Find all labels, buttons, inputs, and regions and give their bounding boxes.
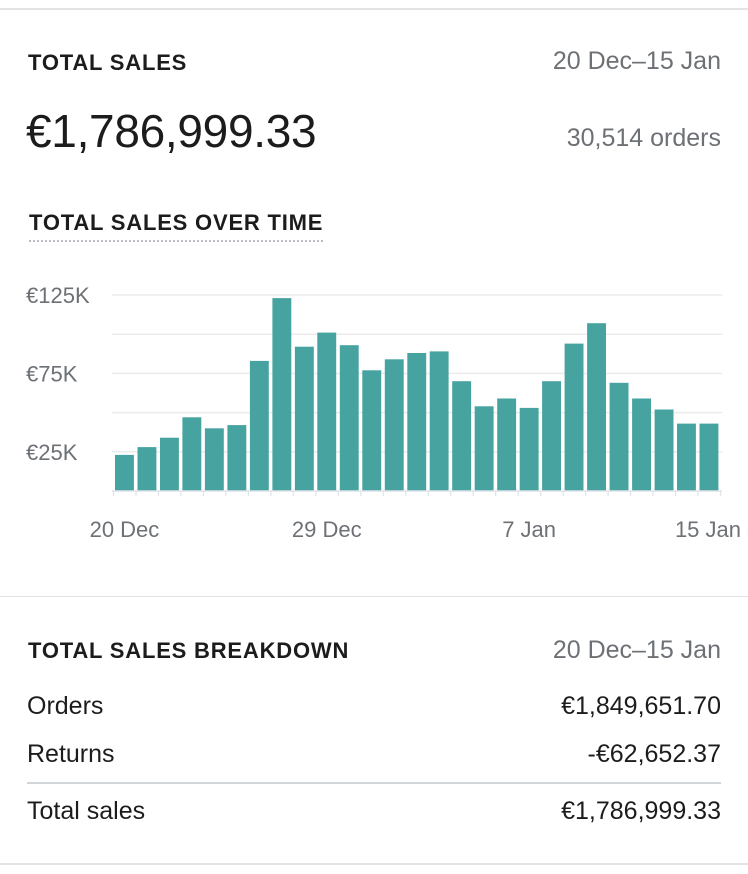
bar-24-dec[interactable] [204, 428, 224, 491]
breakdown-heading: TOTAL SALES BREAKDOWN [28, 638, 350, 663]
bar-3-jan[interactable] [429, 351, 449, 491]
breakdown-date-range: 20 Dec–15 Jan [552, 636, 721, 664]
breakdown-total-value: €1,786,999.33 [561, 797, 721, 825]
bar-21-dec[interactable] [137, 447, 157, 491]
bar-1-jan[interactable] [384, 359, 404, 491]
chart-labels: €25K €75K €125K 20 Dec 29 Dec 7 Jan 15 Jan [26, 283, 741, 542]
bar-5-jan[interactable] [474, 406, 494, 491]
bar-4-jan[interactable] [452, 381, 472, 491]
bar-8-jan[interactable] [542, 381, 561, 491]
bar-20-dec[interactable] [115, 454, 134, 491]
breakdown-returns-value: -€62,652.37 [587, 740, 721, 768]
chart-axis [112, 490, 722, 496]
bar-22-dec[interactable] [160, 437, 179, 491]
bar-15-jan[interactable] [699, 423, 719, 491]
bar-11-jan[interactable] [609, 382, 629, 491]
bar-6-jan[interactable] [497, 398, 517, 492]
x-tick-label: 15 Jan [675, 517, 741, 542]
bar-23-dec[interactable] [182, 417, 202, 491]
bar-13-jan[interactable] [654, 409, 674, 492]
total-sales-heading: TOTAL SALES [28, 50, 188, 75]
y-tick-label: €75K [26, 361, 78, 386]
bar-27-dec[interactable] [272, 298, 292, 491]
sales-over-time-title[interactable]: TOTAL SALES OVER TIME [29, 210, 324, 242]
breakdown-returns-label: Returns [27, 740, 115, 768]
total-sales-amount: €1,786,999.33 [26, 105, 317, 157]
breakdown-total-label: Total sales [27, 797, 146, 825]
bar-25-dec[interactable] [227, 425, 247, 491]
bar-7-jan[interactable] [519, 407, 539, 491]
bar-2-jan[interactable] [407, 353, 427, 491]
x-tick-label: 29 Dec [292, 517, 362, 542]
bar-31-dec[interactable] [362, 370, 382, 491]
chart-bars [115, 298, 719, 492]
bar-12-jan[interactable] [632, 398, 651, 492]
bar-9-jan[interactable] [564, 343, 584, 491]
total-sales-card [0, 8, 748, 598]
bar-14-jan[interactable] [677, 423, 696, 491]
x-tick-label: 20 Dec [90, 517, 160, 542]
bar-10-jan[interactable] [587, 323, 606, 491]
breakdown-orders-value: €1,849,651.70 [561, 692, 721, 720]
x-tick-label: 7 Jan [502, 517, 556, 542]
orders-count: 30,514 orders [566, 124, 721, 152]
breakdown-orders-label: Orders [27, 692, 104, 720]
breakdown-divider [27, 782, 721, 784]
y-tick-label: €125K [26, 283, 90, 308]
y-tick-label: €25K [26, 440, 78, 465]
total-sales-date-range: 20 Dec–15 Jan [552, 47, 721, 75]
sales-breakdown-card [0, 597, 748, 865]
bar-26-dec[interactable] [249, 360, 269, 491]
bar-29-dec[interactable] [317, 332, 337, 491]
bar-28-dec[interactable] [294, 346, 314, 491]
sales-over-time-chart: €25K €75K €125K 20 Dec 29 Dec 7 Jan 15 Jan [26, 283, 741, 542]
bar-30-dec[interactable] [339, 345, 359, 491]
